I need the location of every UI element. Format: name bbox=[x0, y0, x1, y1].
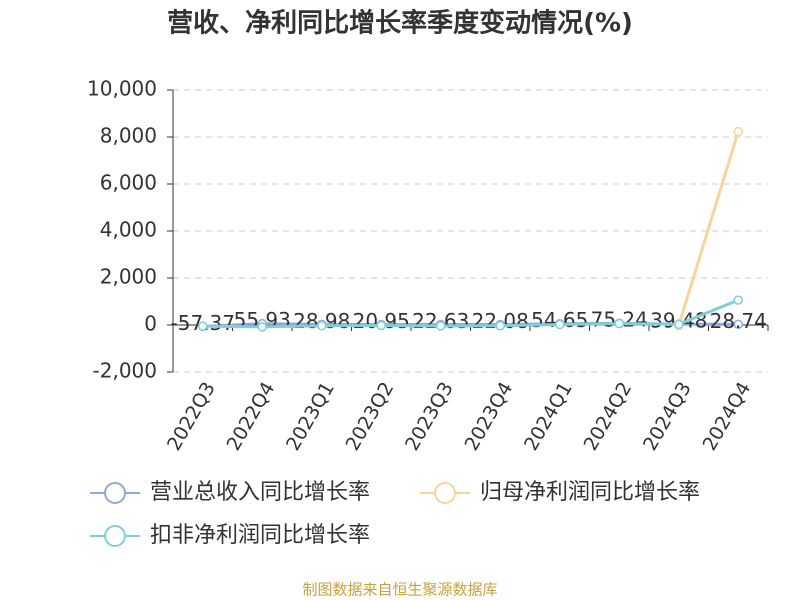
x-tick-label: 2023Q4 bbox=[461, 378, 518, 454]
y-tick-label: 10,000 bbox=[87, 77, 157, 101]
legend-item: 扣非净利润同比增长率 bbox=[90, 523, 370, 548]
legend-label: 营业总收入同比增长率 bbox=[150, 480, 370, 505]
series-line bbox=[202, 298, 739, 329]
x-tick-label: 2023Q3 bbox=[401, 378, 458, 454]
legend-label: 归母净利润同比增长率 bbox=[480, 480, 700, 505]
point bbox=[257, 322, 267, 332]
point bbox=[317, 320, 327, 331]
x-tick-label: 2023Q2 bbox=[342, 378, 399, 454]
x-tick-label: 2024Q4 bbox=[699, 378, 756, 454]
point bbox=[495, 320, 505, 331]
legend-marker bbox=[434, 482, 456, 504]
x-tick-label: 2024Q3 bbox=[639, 378, 696, 454]
point bbox=[733, 319, 743, 330]
x-tick-label: 2022Q4 bbox=[223, 378, 280, 454]
y-tick-label: 4,000 bbox=[100, 218, 157, 242]
point bbox=[436, 321, 446, 331]
series-line bbox=[677, 131, 740, 326]
point bbox=[376, 320, 386, 331]
legend-item: 营业总收入同比增长率 bbox=[90, 480, 370, 505]
y-tick-label: 6,000 bbox=[100, 171, 157, 195]
y-tick-label: 8,000 bbox=[100, 124, 157, 148]
source-note: 制图数据来自恒生聚源数据库 bbox=[302, 581, 497, 599]
legend-marker bbox=[104, 482, 126, 504]
chart-title: 营收、净利同比增长率季度变动情况(%) bbox=[167, 8, 633, 39]
point bbox=[198, 321, 208, 331]
legend-label: 扣非净利润同比增长率 bbox=[150, 523, 370, 548]
point bbox=[555, 319, 565, 330]
point bbox=[733, 295, 743, 305]
y-tick-label: -2,000 bbox=[93, 359, 157, 383]
data-label: 28.74 bbox=[710, 309, 767, 333]
legend-marker bbox=[104, 525, 126, 547]
point bbox=[733, 126, 743, 137]
point bbox=[674, 319, 684, 330]
y-tick-label: 0 bbox=[144, 312, 157, 336]
x-tick-label: 2024Q2 bbox=[580, 378, 637, 454]
x-tick-label: 2022Q3 bbox=[163, 378, 220, 454]
legend-item: 归母净利润同比增长率 bbox=[420, 480, 700, 505]
x-tick-label: 2023Q1 bbox=[282, 378, 339, 454]
point bbox=[614, 318, 624, 329]
x-tick-label: 2024Q1 bbox=[520, 378, 577, 454]
y-tick-label: 2,000 bbox=[100, 265, 157, 289]
